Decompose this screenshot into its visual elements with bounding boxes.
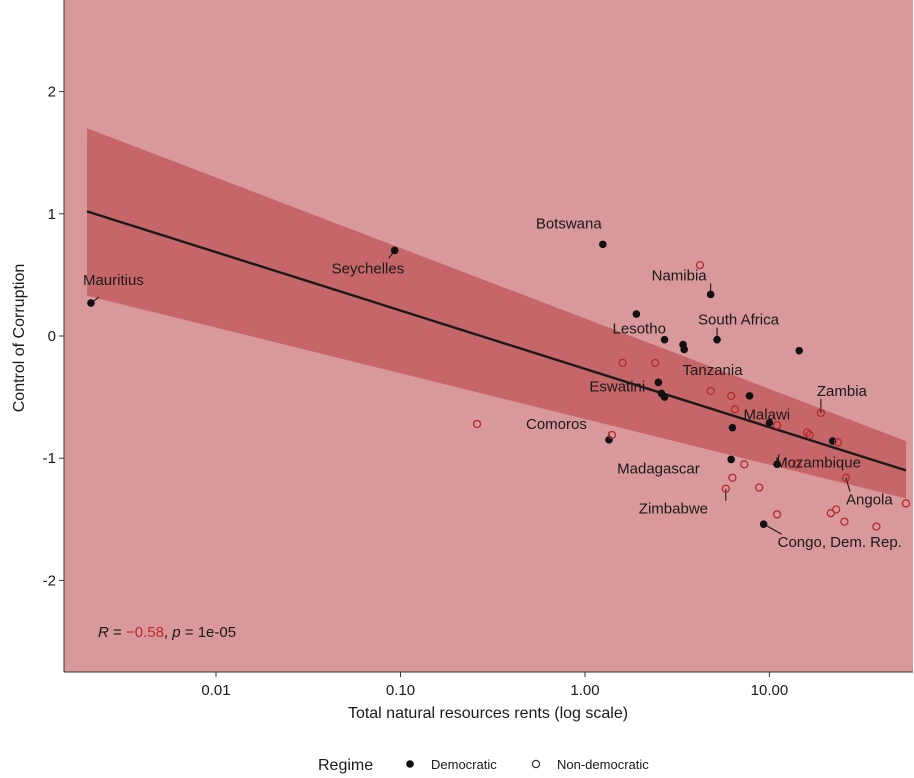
regression-line xyxy=(86,210,907,472)
point-non-democratic xyxy=(706,386,715,396)
point-democratic xyxy=(390,246,399,255)
point-non-democratic xyxy=(607,430,617,440)
point-democratic xyxy=(660,393,669,401)
point-non-democratic xyxy=(726,391,736,401)
point-democratic xyxy=(713,335,721,344)
point-non-democratic xyxy=(650,358,660,368)
point-democratic xyxy=(87,299,95,307)
point-label: Lesotho xyxy=(613,321,666,338)
point-democratic xyxy=(680,345,688,354)
y-tick-label: 2 xyxy=(48,84,56,101)
point-democratic xyxy=(632,310,641,318)
x-tick-label: 0.01 xyxy=(201,682,230,699)
point-label: Mozambique xyxy=(775,454,861,471)
x-axis-ticks: 0.01 0.10 1.00 10.00 xyxy=(201,672,788,699)
point-democratic xyxy=(759,520,768,528)
point-non-democratic xyxy=(772,421,782,430)
legend: Regime Democratic Non-democratic xyxy=(318,757,649,774)
point-label: Zimbabwe xyxy=(639,501,708,518)
y-tick-label: -2 xyxy=(43,572,56,589)
point-label: Congo, Dem. Rep. xyxy=(778,534,902,551)
point-label: Malawi xyxy=(743,407,790,424)
point-non-democratic xyxy=(730,405,740,414)
point-labels: Mauritius Seychelles Botswana Namibia Lesoth… xyxy=(83,215,902,551)
point-non-democratic xyxy=(833,438,843,447)
point-label: Angola xyxy=(846,492,893,509)
legend-label-democratic: Democratic xyxy=(431,757,497,772)
point-label: Madagascar xyxy=(617,460,700,477)
point-democratic xyxy=(728,423,737,432)
point-non-democratic xyxy=(728,473,737,482)
point-non-democratic xyxy=(792,460,801,469)
data-points xyxy=(87,240,911,531)
point-non-democratic xyxy=(832,505,841,514)
correlation-annotation: R = −0.58, p = 1e-05 xyxy=(98,624,236,641)
label-leader xyxy=(845,477,851,492)
point-non-democratic xyxy=(618,358,627,368)
point-democratic xyxy=(654,378,663,387)
point-non-democratic xyxy=(721,484,730,493)
point-non-democratic xyxy=(816,408,826,418)
point-non-democratic xyxy=(872,522,881,531)
y-tick-label: 0 xyxy=(48,328,56,345)
point-non-democratic xyxy=(802,428,812,437)
point-non-democratic xyxy=(740,460,749,469)
point-democratic xyxy=(727,455,735,464)
x-tick-label: 0.10 xyxy=(386,682,415,699)
legend-label-non-democratic: Non-democratic xyxy=(557,757,649,772)
legend-marker-non-democratic xyxy=(531,759,541,769)
legend-title: Regime xyxy=(318,757,373,774)
point-label: Botswana xyxy=(536,215,603,232)
point-label: Zambia xyxy=(817,383,868,400)
point-democratic xyxy=(660,335,669,344)
point-non-democratic xyxy=(901,499,911,508)
x-axis-label: Total natural resources rents (log scale… xyxy=(348,705,628,722)
point-non-democratic xyxy=(755,483,764,492)
point-non-democratic xyxy=(472,419,482,429)
point-label: Mauritius xyxy=(83,272,144,289)
point-democratic xyxy=(765,418,774,427)
point-non-democratic xyxy=(772,510,782,519)
point-label: Tanzania xyxy=(683,362,744,379)
point-label: Namibia xyxy=(652,267,708,284)
r-value: −0.58 xyxy=(126,624,164,641)
point-non-democratic xyxy=(695,260,705,270)
y-axis-label: Control of Corruption xyxy=(11,264,28,413)
point-democratic xyxy=(795,346,804,355)
point-label: Comoros xyxy=(526,416,587,433)
y-tick-label: 1 xyxy=(48,206,56,223)
x-tick-label: 10.00 xyxy=(751,682,789,699)
point-non-democratic xyxy=(805,430,814,440)
point-democratic xyxy=(599,240,607,249)
point-democratic xyxy=(706,290,715,299)
y-axis-ticks: 2 1 0 -1 -2 xyxy=(43,84,64,589)
point-label: Eswatini xyxy=(589,378,645,395)
x-tick-label: 1.00 xyxy=(570,682,599,699)
point-label: Seychelles xyxy=(332,260,405,277)
legend-marker-democratic xyxy=(406,760,414,768)
point-label: South Africa xyxy=(698,312,780,329)
point-non-democratic xyxy=(841,473,851,482)
y-tick-label: -1 xyxy=(43,450,56,467)
point-non-democratic xyxy=(840,517,849,526)
point-democratic xyxy=(745,392,754,400)
point-democratic xyxy=(773,460,781,469)
